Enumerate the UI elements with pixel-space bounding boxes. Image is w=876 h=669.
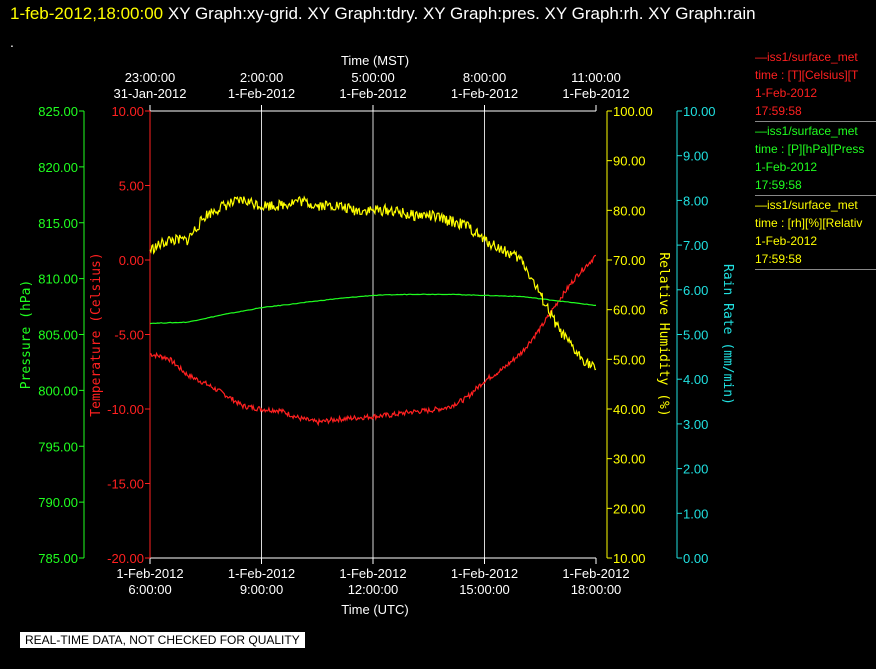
temperature-tick-label: 10.00 (111, 104, 144, 119)
graph-list-label: XY Graph:xy-grid. XY Graph:tdry. XY Grap… (167, 4, 756, 23)
x-tick-label: 9:00:00 (240, 582, 283, 597)
pressure-tick-label: 795.00 (38, 439, 78, 454)
x-tick-label: 6:00:00 (128, 582, 171, 597)
legend-entry-line3: 1-Feb-2012 (755, 234, 818, 248)
rain-tick-label: 1.00 (683, 506, 708, 521)
rain-tick-label: 0.00 (683, 551, 708, 566)
rh-tick-label: 20.00 (613, 501, 646, 516)
rain-tick-label: 8.00 (683, 193, 708, 208)
temperature-series-line (149, 254, 596, 427)
pressure-tick-label: 785.00 (38, 551, 78, 566)
top-tick-label: 1-Feb-2012 (562, 86, 629, 101)
pressure-tick-label: 790.00 (38, 495, 78, 510)
x-tick-label: 12:00:00 (348, 582, 399, 597)
rh-tick-label: 30.00 (613, 452, 646, 467)
top-tick-label: 23:00:00 (125, 70, 176, 85)
pressure-tick-label: 800.00 (38, 383, 78, 398)
temperature-tick-label: -15.00 (107, 477, 144, 492)
top-tick-label: 2:00:00 (240, 70, 283, 85)
rain-tick-label: 6.00 (683, 283, 708, 298)
temperature-tick-label: 0.00 (119, 253, 144, 268)
rh-tick-label: 70.00 (613, 253, 646, 268)
x-tick-label: 15:00:00 (459, 582, 510, 597)
temperature-tick-label: -5.00 (114, 328, 144, 343)
temperature-tick-label: 5.00 (119, 179, 144, 194)
x-axis-title: Time (UTC) (341, 602, 408, 617)
pressure-tick-label: 820.00 (38, 160, 78, 175)
rh-tick-label: 90.00 (613, 154, 646, 169)
pressure-tick-label: 810.00 (38, 272, 78, 287)
rh-tick-label: 40.00 (613, 402, 646, 417)
temperature-tick-label: -20.00 (107, 551, 144, 566)
pressure-series-line (149, 293, 596, 325)
legend-entry-line2: time : [P][hPa][Press (755, 142, 865, 156)
pressure-tick-label: 815.00 (38, 216, 78, 231)
rh-tick-label: 100.00 (613, 104, 653, 119)
rain-axis-title: Rain Rate (mm/min) (720, 264, 735, 405)
top-axis-title: Time (MST) (341, 53, 409, 68)
x-tick-label: 18:00:00 (571, 582, 622, 597)
legend-entry-line2: time : [rh][%][Relativ (755, 216, 863, 230)
legend-entry-line4: 17:59:58 (755, 178, 802, 192)
x-tick-label: 1-Feb-2012 (562, 566, 629, 581)
window-title: 1-feb-2012,18:00:00 XY Graph:xy-grid. XY… (10, 4, 756, 24)
rain-tick-label: 9.00 (683, 149, 708, 164)
status-dot: . (10, 34, 14, 50)
pressure-tick-label: 805.00 (38, 328, 78, 343)
top-tick-label: 1-Feb-2012 (451, 86, 518, 101)
rain-tick-label: 7.00 (683, 238, 708, 253)
legend-entry-line2: time : [T][Celsius][T (755, 68, 859, 82)
top-tick-label: 8:00:00 (463, 70, 506, 85)
top-tick-label: 5:00:00 (351, 70, 394, 85)
temperature-axis-title: Temperature (Celsius) (89, 252, 104, 416)
top-tick-label: 1-Feb-2012 (339, 86, 406, 101)
rh-tick-label: 10.00 (613, 551, 646, 566)
rain-tick-label: 4.00 (683, 372, 708, 387)
timestamp-label: 1-feb-2012,18:00:00 (10, 4, 164, 23)
legend-entry-line1: —iss1/surface_met (755, 124, 858, 138)
rh-axis-title: Relative Humidity (%) (656, 252, 671, 416)
rain-tick-label: 10.00 (683, 104, 716, 119)
temperature-tick-label: -10.00 (107, 402, 144, 417)
rain-tick-label: 3.00 (683, 417, 708, 432)
legend-entry-line1: —iss1/surface_met (755, 50, 858, 64)
top-tick-label: 11:00:00 (571, 70, 621, 85)
x-tick-label: 1-Feb-2012 (339, 566, 406, 581)
rain-tick-label: 5.00 (683, 328, 708, 343)
top-tick-label: 31-Jan-2012 (114, 86, 187, 101)
legend-entry-line3: 1-Feb-2012 (755, 86, 818, 100)
rh-series-line (149, 195, 597, 371)
quality-note: REAL-TIME DATA, NOT CHECKED FOR QUALITY (20, 632, 305, 648)
legend-entry-line3: 1-Feb-2012 (755, 160, 818, 174)
x-tick-label: 1-Feb-2012 (451, 566, 518, 581)
legend-entry-line4: 17:59:58 (755, 104, 802, 118)
rh-tick-label: 60.00 (613, 303, 646, 318)
rh-tick-label: 50.00 (613, 352, 646, 367)
rain-tick-label: 2.00 (683, 462, 708, 477)
rh-tick-label: 80.00 (613, 203, 646, 218)
x-tick-label: 1-Feb-2012 (116, 566, 183, 581)
legend-entry-line4: 17:59:58 (755, 252, 802, 266)
x-tick-label: 1-Feb-2012 (228, 566, 295, 581)
legend: —iss1/surface_met time : [T][Celsius][T 1-… (755, 48, 876, 270)
pressure-axis-title: Pressure (hPa) (19, 280, 34, 390)
top-tick-label: 1-Feb-2012 (228, 86, 295, 101)
legend-entry-line1: —iss1/surface_met (755, 198, 858, 212)
pressure-tick-label: 825.00 (38, 104, 78, 119)
